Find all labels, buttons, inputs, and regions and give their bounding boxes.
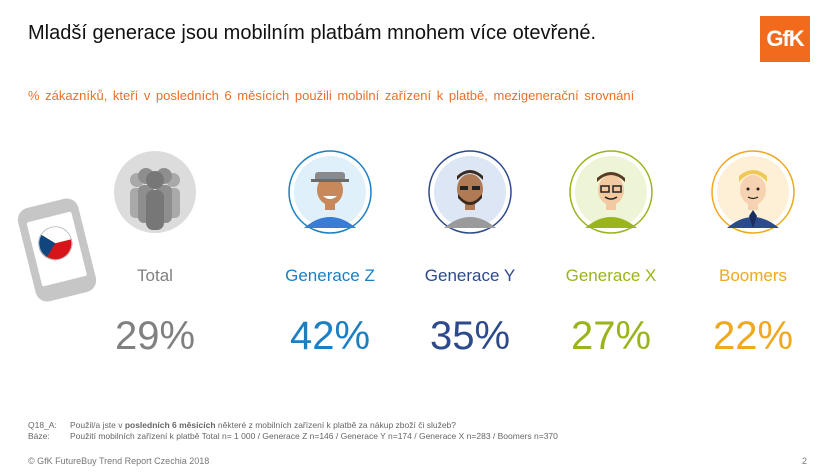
- copyright: © GfK FutureBuy Trend Report Czechia 201…: [28, 456, 210, 466]
- group-value: 29%: [114, 314, 196, 358]
- group-label: Generace X: [565, 266, 657, 285]
- generace-y-avatar-icon: [428, 150, 512, 234]
- footnote-base: Báze: Použití mobilních zařízení k platbě…: [28, 431, 558, 441]
- group-generace-z: Generace Z 42%: [265, 150, 395, 359]
- footnote-question: Q18_A: Použil/a jste v posledních 6 měsíc…: [28, 420, 457, 430]
- page-number: 2: [802, 456, 808, 466]
- page-subtitle: % zákazníků, kteří v posledních 6 měsící…: [28, 88, 635, 103]
- group-value: 22%: [712, 314, 794, 358]
- phone-icon: [15, 195, 99, 305]
- group-value: 35%: [429, 314, 511, 358]
- page-title: Mladší generace jsou mobilním platbám mn…: [28, 22, 597, 44]
- group-total: Total 29%: [90, 150, 220, 359]
- group-value: 27%: [570, 314, 652, 358]
- group-label: Generace Z: [285, 266, 375, 285]
- generace-z-avatar-icon: [288, 150, 372, 234]
- group-label: Generace Y: [424, 266, 516, 285]
- group-generace-x: Generace X 27%: [546, 150, 676, 359]
- group-generace-y: Generace Y 35%: [405, 150, 535, 359]
- footnote: Q18_A: Použil/a jste v posledních 6 měsíc…: [28, 420, 558, 442]
- group-value: 42%: [289, 314, 371, 358]
- group-label: Boomers: [718, 266, 788, 285]
- generace-x-avatar-icon: [569, 150, 653, 234]
- gfk-logo: GfK: [760, 16, 810, 62]
- crowd-icon: [113, 150, 197, 234]
- boomers-avatar-icon: [711, 150, 795, 234]
- group-boomers: Boomers 22%: [688, 150, 818, 359]
- group-label: Total: [137, 266, 173, 285]
